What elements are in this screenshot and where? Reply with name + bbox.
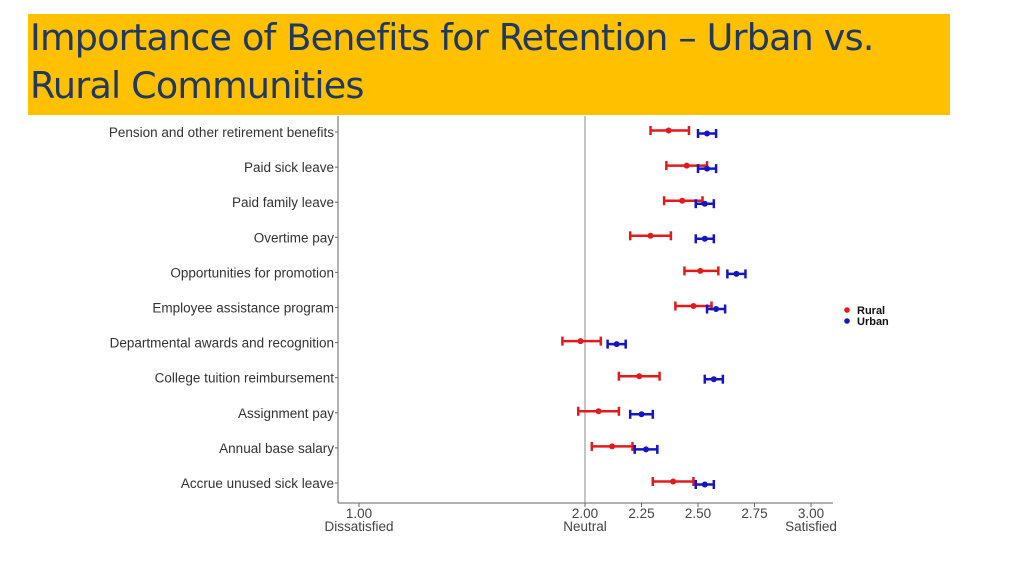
rural-point [595,408,602,415]
category-label: Paid sick leave [244,160,334,175]
category-label: Paid family leave [232,195,334,210]
rural-point [670,478,677,485]
x-tick-label: 2.75 [741,506,767,521]
rural-point [690,303,697,309]
x-tick-sublabel: Dissatisfied [324,519,393,534]
category-label: Pension and other retirement benefits [109,125,334,140]
urban-point [704,130,711,137]
urban-point [613,341,620,348]
x-tick-label: 3.00 [798,506,824,521]
x-tick-sublabel: Neutral [563,519,607,534]
legend-rural-marker [844,307,850,313]
urban-point [713,306,720,312]
category-label: College tuition reimbursement [155,371,335,386]
urban-point [638,411,645,418]
urban-point [704,165,711,172]
category-label: Opportunities for promotion [170,265,334,280]
urban-point [701,200,708,207]
x-tick-label: 2.25 [628,506,654,521]
urban-point [643,446,650,453]
urban-point [701,481,708,488]
category-label: Accrue unused sick leave [181,476,334,491]
rural-point [665,127,672,134]
category-label: Overtime pay [254,230,335,245]
rural-point [679,197,686,204]
rural-point [609,443,616,450]
category-label: Annual base salary [219,441,334,456]
x-tick-label: 2.00 [572,506,598,521]
rural-point [683,162,690,169]
category-label: Assignment pay [238,406,334,421]
rural-point [577,338,584,345]
legend-urban-marker [844,318,850,324]
slide-title: Importance of Benefits for Retention – U… [30,16,874,107]
rural-point [636,373,643,380]
plot-area: Pension and other retirement benefits Pai… [109,116,889,534]
x-tick-sublabel: Satisfied [785,519,837,534]
x-tick-label: 2.50 [685,506,711,521]
x-tick-label: 1.00 [346,506,372,521]
category-label: Departmental awards and recognition [110,336,334,351]
rural-point [697,267,704,274]
legend-rural-label: Rural [857,305,885,317]
legend-urban-label: Urban [857,316,889,328]
rural-point [647,232,654,239]
urban-point [710,376,717,383]
title-band [28,14,950,115]
urban-point [733,270,740,277]
category-label: Employee assistance program [152,301,334,316]
urban-point [701,235,708,242]
